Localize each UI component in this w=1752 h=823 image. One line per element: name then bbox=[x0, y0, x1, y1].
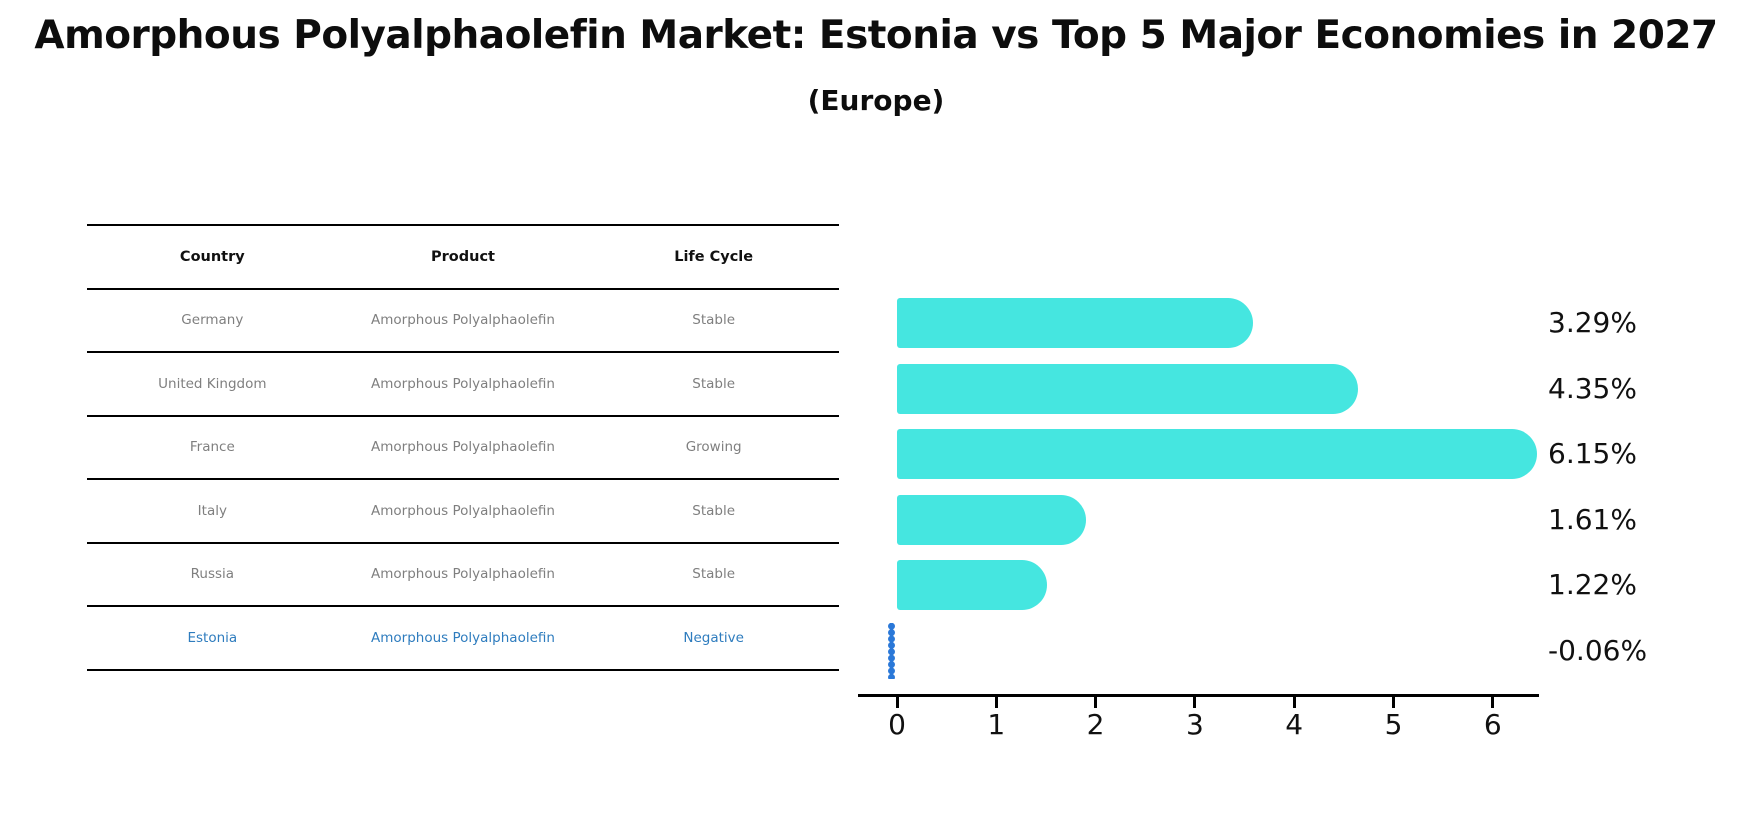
value-label: 6.15% bbox=[1548, 437, 1637, 471]
x-axis-tick bbox=[1392, 694, 1395, 708]
x-axis-tick-label: 0 bbox=[888, 708, 906, 741]
value-label: 1.22% bbox=[1548, 568, 1637, 602]
value-label: -0.06% bbox=[1548, 633, 1648, 667]
x-axis-line bbox=[858, 694, 1539, 697]
x-axis-tick-label: 4 bbox=[1285, 708, 1304, 741]
cell-life-cycle: Stable bbox=[692, 566, 736, 583]
bar-germany bbox=[897, 298, 1253, 348]
cell-country: Germany bbox=[181, 312, 244, 329]
table-header-product: Product bbox=[431, 248, 495, 265]
table-row-united-kingdom: United Kingdom Amorphous Polyalphaolefin… bbox=[87, 353, 839, 417]
data-table: Country Product Life Cycle Germany Amorp… bbox=[87, 224, 839, 671]
cell-country: France bbox=[189, 439, 235, 456]
value-label: 1.61% bbox=[1548, 502, 1637, 536]
cell-life-cycle: Stable bbox=[692, 375, 736, 392]
bar-france bbox=[897, 429, 1537, 480]
cell-life-cycle: Negative bbox=[683, 629, 744, 646]
x-axis-tick bbox=[1491, 694, 1495, 708]
cell-life-cycle: Stable bbox=[692, 312, 736, 329]
x-axis-tick-label: 2 bbox=[1086, 708, 1105, 741]
x-axis-tick-label: 6 bbox=[1483, 708, 1502, 741]
cell-country: Estonia bbox=[187, 629, 238, 646]
value-label: 3.29% bbox=[1548, 305, 1637, 339]
page-subtitle: (Europe) bbox=[807, 84, 945, 117]
estonia-dot-marker bbox=[886, 623, 896, 679]
cell-product: Amorphous Polyalphaolefin bbox=[371, 566, 555, 583]
cell-product: Amorphous Polyalphaolefin bbox=[371, 629, 555, 646]
cell-life-cycle: Growing bbox=[685, 439, 742, 456]
table-row-france: France Amorphous Polyalphaolefin Growing bbox=[87, 417, 839, 480]
cell-country: Russia bbox=[190, 566, 235, 583]
cell-product: Amorphous Polyalphaolefin bbox=[371, 439, 555, 456]
cell-life-cycle: Stable bbox=[692, 502, 736, 519]
x-axis-tick-label: 3 bbox=[1185, 708, 1204, 741]
table-header-country: Country bbox=[179, 248, 245, 265]
bar-united-kingdom bbox=[897, 363, 1358, 414]
table-row-russia: Russia Amorphous Polyalphaolefin Stable bbox=[87, 544, 839, 607]
bar-italy bbox=[897, 494, 1086, 545]
cell-product: Amorphous Polyalphaolefin bbox=[371, 312, 555, 329]
value-label: 4.35% bbox=[1548, 371, 1637, 405]
table-row-estonia: Estonia Amorphous Polyalphaolefin Negati… bbox=[87, 607, 839, 671]
cell-country: Italy bbox=[197, 502, 227, 519]
table-row-germany: Germany Amorphous Polyalphaolefin Stable bbox=[87, 290, 839, 353]
cell-country: United Kingdom bbox=[158, 375, 267, 392]
x-axis-tick bbox=[1094, 694, 1098, 708]
cell-product: Amorphous Polyalphaolefin bbox=[371, 375, 555, 392]
x-axis-tick-label: 1 bbox=[987, 708, 1006, 741]
x-axis-tick-label: 5 bbox=[1384, 708, 1403, 741]
table-header-row: Country Product Life Cycle bbox=[87, 226, 839, 290]
x-axis-tick bbox=[895, 694, 899, 708]
x-axis-tick bbox=[1292, 694, 1296, 708]
cell-product: Amorphous Polyalphaolefin bbox=[371, 502, 555, 519]
table-row-italy: Italy Amorphous Polyalphaolefin Stable bbox=[87, 480, 839, 544]
page-title: Amorphous Polyalphaolefin Market: Estoni… bbox=[34, 13, 1718, 58]
x-axis-tick bbox=[1193, 694, 1197, 708]
bar-russia bbox=[897, 560, 1048, 611]
x-axis-tick bbox=[994, 694, 998, 708]
table-header-life-cycle: Life Cycle bbox=[674, 248, 754, 265]
